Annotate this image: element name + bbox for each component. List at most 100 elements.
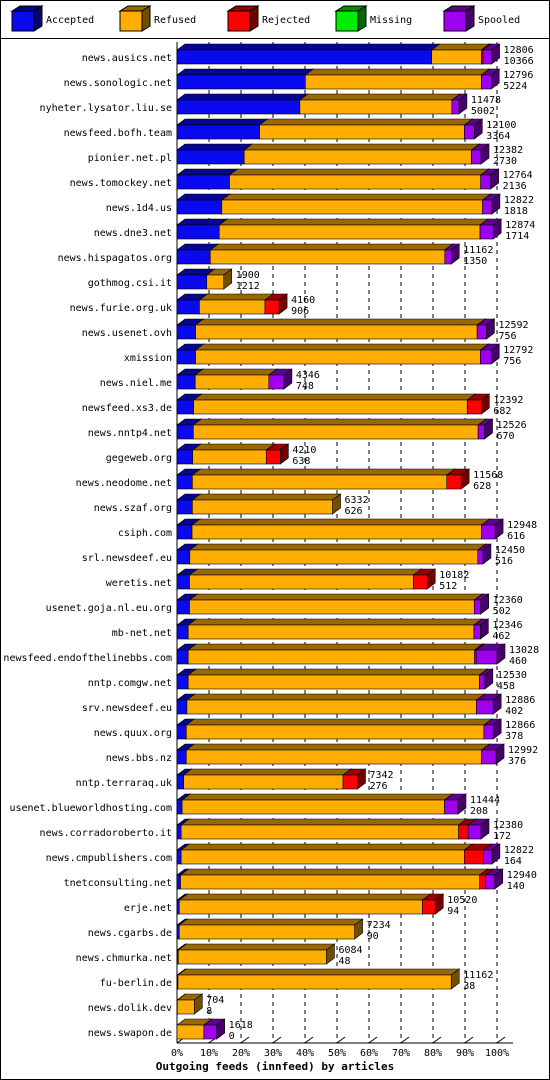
category-label: pionier.net.pl xyxy=(88,153,172,164)
category-label: news.ausics.net xyxy=(82,53,172,64)
bar-segment xyxy=(194,374,270,390)
bar-top xyxy=(191,468,456,476)
legend-swatch-side xyxy=(33,5,43,32)
bar-segment xyxy=(176,1024,205,1040)
category-label: gegeweb.org xyxy=(106,453,172,464)
bar-segment xyxy=(176,274,208,290)
tick-mark xyxy=(496,1036,506,1044)
bar-segment xyxy=(431,49,482,65)
bar-top xyxy=(185,718,493,726)
x-tick-label: 30% xyxy=(264,1048,282,1059)
category-label: erje.net xyxy=(124,903,172,914)
bar-top xyxy=(177,968,461,976)
bar-segment xyxy=(479,874,486,890)
bar-segment xyxy=(485,874,496,890)
bar-segment xyxy=(176,474,193,490)
category-label: news.1d4.us xyxy=(106,203,172,214)
bar-segment xyxy=(221,199,483,215)
offered-label: 4210 xyxy=(292,445,316,456)
legend-swatch-side xyxy=(465,5,475,32)
legend-swatch-side xyxy=(249,5,259,32)
accepted-label: 5224 xyxy=(503,81,527,92)
bar-segment xyxy=(481,74,492,90)
tick-mark xyxy=(400,1036,410,1044)
bar-segment xyxy=(189,574,414,590)
accepted-label: 502 xyxy=(493,606,511,617)
bar-segment xyxy=(176,174,230,190)
bar-segment xyxy=(218,224,481,240)
category-label: tnetconsulting.net xyxy=(64,878,172,889)
tick-mark xyxy=(464,1036,474,1044)
bar-segment xyxy=(342,774,358,790)
offered-label: 12822 xyxy=(504,195,534,206)
accepted-label: 376 xyxy=(508,756,526,767)
offered-label: 12764 xyxy=(503,170,533,181)
bar-segment xyxy=(476,324,487,340)
category-label: news.cgarbs.de xyxy=(88,928,172,939)
bar-segment xyxy=(206,274,225,290)
offered-label: 12530 xyxy=(497,670,527,681)
accepted-label: 172 xyxy=(493,831,511,842)
bar-segment xyxy=(180,874,481,890)
bar-segment xyxy=(180,849,465,865)
bar-segment xyxy=(480,349,492,365)
offered-label: 10520 xyxy=(447,895,477,906)
bar-top xyxy=(180,818,468,826)
category-label: newsfeed.bofh.team xyxy=(64,128,172,139)
bar-segment xyxy=(264,299,280,315)
category-label: news.quux.org xyxy=(94,728,172,739)
bar-segment xyxy=(177,974,452,990)
category-label: fu-berlin.de xyxy=(100,978,172,989)
offered-label: 12382 xyxy=(493,145,523,156)
category-label: gothmog.csi.it xyxy=(88,278,172,289)
bar-segment xyxy=(176,549,191,565)
accepted-label: 10366 xyxy=(504,56,534,67)
bar-segment xyxy=(259,124,465,140)
bar-segment xyxy=(209,249,446,265)
tick-mark xyxy=(336,1036,346,1044)
accepted-label: 208 xyxy=(470,806,488,817)
offered-label: 11162 xyxy=(463,245,493,256)
bar-top xyxy=(176,193,231,201)
bar-segment xyxy=(481,749,497,765)
category-label: nntp.terraraq.uk xyxy=(76,778,172,789)
legend-swatch xyxy=(227,10,251,32)
offered-label: 13028 xyxy=(509,645,539,656)
bar-segment xyxy=(180,824,459,840)
bar-top xyxy=(182,768,352,776)
offered-label: 1618 xyxy=(229,1020,253,1031)
category-label: csiph.com xyxy=(118,528,172,539)
x-tick-label: 90% xyxy=(456,1048,474,1059)
offered-label: 12100 xyxy=(486,120,516,131)
bar-segment xyxy=(181,799,445,815)
bar-segment xyxy=(466,399,482,415)
bar-segment xyxy=(176,124,260,140)
bar-segment xyxy=(192,474,448,490)
category-label: mb-net.net xyxy=(112,628,172,639)
offered-label: 12992 xyxy=(508,745,538,756)
accepted-label: 670 xyxy=(497,431,515,442)
bar-top xyxy=(179,868,489,876)
tick-mark xyxy=(272,1036,282,1044)
bar-top xyxy=(192,393,477,401)
bar-segment xyxy=(176,724,187,740)
accepted-label: 90 xyxy=(367,931,379,942)
bar-segment xyxy=(176,399,194,415)
offered-label: 12940 xyxy=(507,870,537,881)
bar-segment xyxy=(176,799,183,815)
accepted-label: 0 xyxy=(229,1031,235,1042)
bar-segment xyxy=(193,399,468,415)
bar-segment xyxy=(176,624,189,640)
x-tick-label: 40% xyxy=(296,1048,314,1059)
bar-segment xyxy=(458,824,469,840)
offered-label: 12360 xyxy=(493,595,523,606)
category-label: news.neodome.net xyxy=(76,478,172,489)
bar-segment xyxy=(176,574,190,590)
bar-segment xyxy=(473,624,481,640)
bar-top xyxy=(258,118,474,126)
bar-segment xyxy=(176,699,188,715)
offered-label: 7342 xyxy=(369,770,393,781)
category-label: news.tomockey.net xyxy=(70,178,172,189)
bar-top xyxy=(185,743,491,751)
